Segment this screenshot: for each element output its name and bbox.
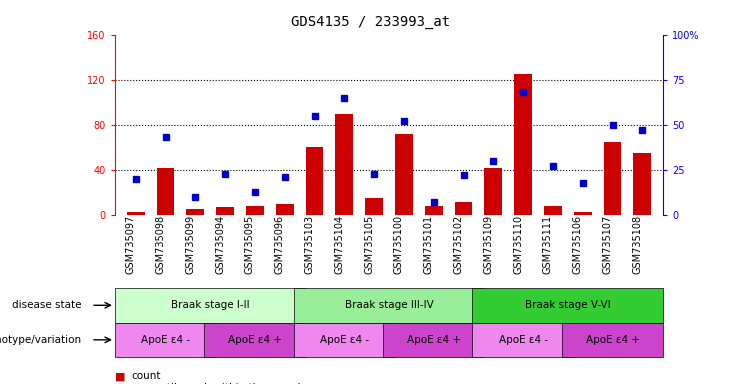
Bar (336, 114, 353, 215)
Text: genotype/variation: genotype/variation (0, 335, 82, 345)
Bar (115, 323, 216, 357)
Text: GSM735106: GSM735106 (573, 215, 582, 274)
Text: ApoE ε4 +: ApoE ε4 + (585, 335, 639, 345)
Text: GSM735096: GSM735096 (275, 215, 285, 274)
Text: GSM735105: GSM735105 (364, 215, 374, 274)
Bar (216, 207, 234, 215)
Bar (383, 323, 485, 357)
Bar (187, 209, 205, 215)
Text: GDS4135 / 233993_at: GDS4135 / 233993_at (291, 15, 450, 29)
Bar (293, 288, 485, 323)
Text: GSM735111: GSM735111 (543, 215, 553, 274)
Bar (473, 323, 574, 357)
Text: GSM735098: GSM735098 (156, 215, 165, 274)
Text: GSM735108: GSM735108 (632, 215, 642, 274)
Text: Braak stage I-II: Braak stage I-II (171, 300, 250, 310)
Text: ApoE ε4 +: ApoE ε4 + (228, 335, 282, 345)
Text: GSM735107: GSM735107 (602, 215, 613, 274)
Bar (305, 147, 324, 215)
Text: GSM735100: GSM735100 (394, 215, 404, 274)
Text: GSM735094: GSM735094 (215, 215, 225, 274)
Bar (205, 323, 305, 357)
Bar (485, 168, 502, 215)
Text: ■: ■ (115, 383, 129, 384)
Bar (634, 153, 651, 215)
Text: count: count (131, 371, 161, 381)
Text: GSM735104: GSM735104 (334, 215, 345, 274)
Bar (246, 206, 264, 215)
Bar (425, 206, 442, 215)
Bar (544, 206, 562, 215)
Text: ApoE ε4 +: ApoE ε4 + (407, 335, 461, 345)
Bar (473, 288, 663, 323)
Text: GSM735110: GSM735110 (513, 215, 523, 274)
Bar (276, 204, 293, 215)
Text: GSM735097: GSM735097 (126, 215, 136, 274)
Text: ■: ■ (115, 371, 129, 381)
Text: disease state: disease state (12, 300, 82, 310)
Text: GSM735101: GSM735101 (424, 215, 433, 274)
Text: percentile rank within the sample: percentile rank within the sample (131, 383, 307, 384)
Text: ApoE ε4 -: ApoE ε4 - (499, 335, 548, 345)
Text: GSM735109: GSM735109 (483, 215, 494, 274)
Bar (293, 323, 395, 357)
Text: GSM735103: GSM735103 (305, 215, 314, 274)
Text: GSM735099: GSM735099 (185, 215, 196, 274)
Bar (454, 202, 473, 215)
Text: Braak stage III-IV: Braak stage III-IV (345, 300, 433, 310)
Text: GSM735102: GSM735102 (453, 215, 464, 274)
Bar (562, 323, 663, 357)
Text: GSM735095: GSM735095 (245, 215, 255, 274)
Text: Braak stage V-VI: Braak stage V-VI (525, 300, 611, 310)
Bar (514, 74, 532, 215)
Text: ApoE ε4 -: ApoE ε4 - (320, 335, 369, 345)
Bar (365, 198, 383, 215)
Text: ApoE ε4 -: ApoE ε4 - (141, 335, 190, 345)
Bar (127, 212, 144, 215)
Bar (604, 142, 622, 215)
Bar (574, 212, 591, 215)
Bar (156, 168, 174, 215)
Bar (115, 288, 305, 323)
Bar (395, 134, 413, 215)
